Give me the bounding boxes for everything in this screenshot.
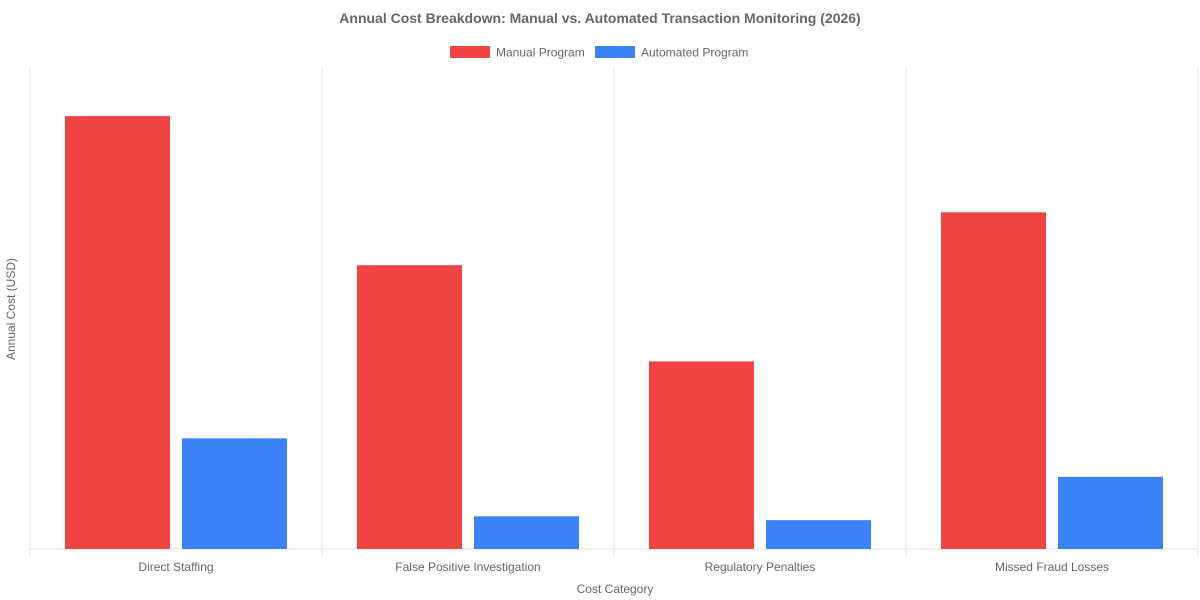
chart-title: Annual Cost Breakdown: Manual vs. Automa…	[339, 10, 860, 26]
legend: Manual Program Automated Program	[450, 46, 748, 60]
legend-item-automated[interactable]: Automated Program	[595, 46, 748, 60]
bar-manual-program-direct-staffing[interactable]	[65, 116, 170, 549]
bar-manual-program-false-positive-investigation[interactable]	[357, 265, 462, 549]
bar-automated-program-false-positive-investigation[interactable]	[474, 516, 579, 549]
x-tick-label: False Positive Investigation	[395, 560, 540, 574]
bar-automated-program-direct-staffing[interactable]	[182, 438, 287, 549]
bar-automated-program-regulatory-penalties[interactable]	[766, 520, 871, 549]
y-axis-label: Annual Cost (USD)	[4, 258, 18, 360]
legend-label-manual: Manual Program	[496, 46, 585, 60]
legend-swatch-automated	[595, 46, 635, 58]
x-tick-label: Direct Staffing	[138, 560, 213, 574]
bar-automated-program-missed-fraud-losses[interactable]	[1058, 476, 1163, 549]
x-tick-label: Regulatory Penalties	[705, 560, 816, 574]
bars	[65, 116, 1163, 550]
x-tick-labels: Direct Staffing False Positive Investigat…	[138, 560, 1109, 574]
legend-label-automated: Automated Program	[641, 46, 748, 60]
legend-swatch-manual	[450, 46, 490, 58]
x-tick-label: Missed Fraud Losses	[995, 560, 1109, 574]
legend-item-manual[interactable]: Manual Program	[450, 46, 585, 60]
bar-manual-program-regulatory-penalties[interactable]	[649, 361, 754, 549]
x-axis-label: Cost Category	[577, 582, 654, 596]
bar-manual-program-missed-fraud-losses[interactable]	[941, 212, 1046, 550]
